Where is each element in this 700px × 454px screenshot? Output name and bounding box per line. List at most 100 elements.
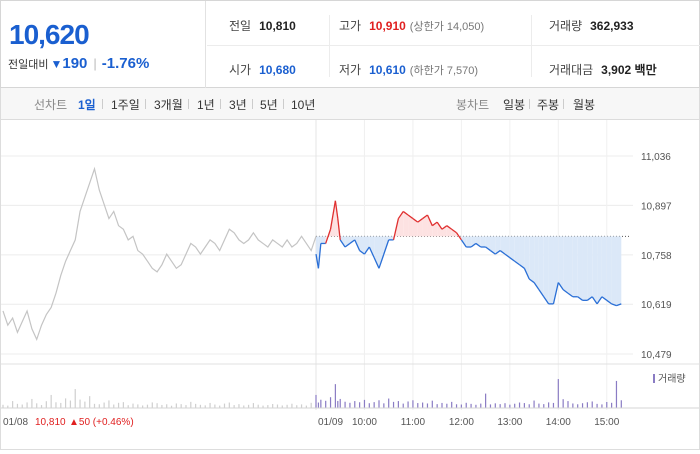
area-fill-segment [601, 236, 607, 301]
volume-bar [378, 400, 380, 408]
lower-limit: (하한가 7,570) [409, 65, 479, 77]
area-fill-segment [495, 236, 501, 255]
today-line-segment [485, 246, 491, 252]
volume-bar [243, 405, 245, 408]
today-line-segment [317, 243, 322, 269]
high-value: 10,910 [369, 19, 406, 33]
chart-tabs-bar: 선차트 1일 1주일 3개월 1년 3년 5년 10년 봉차트 일봉 주봉 월봉 [0, 88, 700, 120]
volume-bar [180, 404, 182, 408]
today-line-segment [509, 257, 516, 262]
volume-bar [543, 404, 545, 408]
tab-period-1w[interactable]: 1주일 [111, 98, 140, 112]
volume-bar [74, 389, 76, 408]
area-fill-segment [422, 215, 428, 237]
today-line-segment [412, 218, 419, 223]
tab-divider [145, 99, 146, 109]
volume-bar [50, 394, 52, 408]
volume-bar [363, 399, 366, 408]
volume-cell: 거래량 362,933 [549, 17, 634, 34]
today-line-segment [397, 211, 404, 219]
volume-bar [431, 400, 433, 408]
volume-bar [127, 405, 129, 408]
tab-candle-daily[interactable]: 일봉 [503, 98, 526, 112]
volume-bar [499, 404, 501, 408]
area-fill-segment [572, 236, 578, 297]
area-fill-segment [349, 236, 355, 244]
volume-bar [548, 402, 550, 408]
volume-bar [69, 400, 72, 408]
x-tick-label: 01/08 [3, 417, 28, 428]
volume-bar [170, 405, 173, 408]
area-fill-segment [563, 236, 568, 294]
tab-period-1d[interactable]: 1일 [78, 98, 96, 112]
volume-bar [446, 403, 448, 408]
price-change: 전일대비 ▼ 190 | -1.76% [8, 55, 149, 72]
volume-bar [26, 402, 28, 408]
volume-bar [55, 402, 57, 408]
area-fill-segment [558, 236, 564, 290]
volume-bar [373, 402, 375, 408]
tab-period-3m[interactable]: 3개월 [154, 98, 183, 112]
chart-area: 11,036 10,897 10,758 10,619 10,479 01/08 01/0… [0, 120, 700, 450]
volume-bar [257, 404, 259, 408]
x-tick-label: 15:00 [594, 417, 619, 428]
today-line-segment [422, 214, 428, 220]
grid-lines [1, 120, 633, 410]
today-line-segment [533, 282, 540, 291]
volume-bar [65, 398, 67, 408]
volume-bar [238, 404, 240, 408]
tab-candle-monthly[interactable]: 월봉 [573, 98, 596, 112]
today-line-segment [504, 253, 511, 259]
area-fill-segment [316, 236, 319, 269]
volume-bar [185, 405, 187, 408]
volume-bar [412, 400, 414, 408]
today-line-segment [334, 200, 339, 219]
volume-bar [337, 400, 339, 408]
prev-day-close: 10,810 [35, 417, 66, 428]
area-fill-segment [412, 218, 418, 237]
area-fill-segment [509, 236, 515, 262]
area-fill-segment [480, 236, 486, 248]
volume-bar [339, 398, 341, 408]
today-line-segment [567, 292, 574, 298]
tab-period-5y[interactable]: 5년 [260, 98, 278, 112]
area-fill-segment [320, 236, 326, 244]
tab-period-10y[interactable]: 10년 [291, 98, 316, 112]
area-fill-segment [592, 236, 598, 304]
x-tick-label: 13:00 [497, 417, 522, 428]
tab-candle-weekly[interactable]: 주봉 [537, 98, 560, 112]
today-line-segment [359, 250, 365, 255]
volume-bar [557, 379, 559, 408]
today-line-segment [363, 246, 370, 255]
today-line-segment [475, 242, 482, 248]
volume-bar [108, 400, 110, 408]
tab-period-3y[interactable]: 3년 [229, 98, 247, 112]
area-fill-segment [490, 236, 496, 255]
today-line-segment [383, 239, 390, 255]
volume-bar [601, 404, 603, 408]
volume-bar [397, 401, 399, 408]
high-label: 고가 [339, 19, 362, 33]
prev-close-value: 10,810 [259, 19, 296, 33]
today-line-segment [494, 250, 501, 255]
today-line-segment [378, 253, 385, 269]
volume-bar [591, 401, 593, 408]
volume-bar [514, 403, 516, 408]
volume-bar [552, 402, 555, 408]
volume-bar [383, 403, 385, 408]
volume-bar [233, 405, 235, 408]
today-line-segment [523, 268, 530, 280]
area-fill-segment [606, 236, 612, 304]
volume-bar [586, 402, 588, 408]
volume-bar [89, 396, 91, 408]
area-fill-segment [451, 229, 457, 237]
tab-period-1y[interactable]: 1년 [197, 98, 215, 112]
area-fill-segment [529, 236, 535, 283]
volume-bar [426, 403, 429, 408]
area-fill-segment [524, 236, 530, 279]
area-fill-segment [359, 236, 365, 255]
area-fill-segment [500, 236, 505, 255]
tab-divider [252, 99, 253, 109]
y-tick-label: 11,036 [641, 152, 671, 163]
